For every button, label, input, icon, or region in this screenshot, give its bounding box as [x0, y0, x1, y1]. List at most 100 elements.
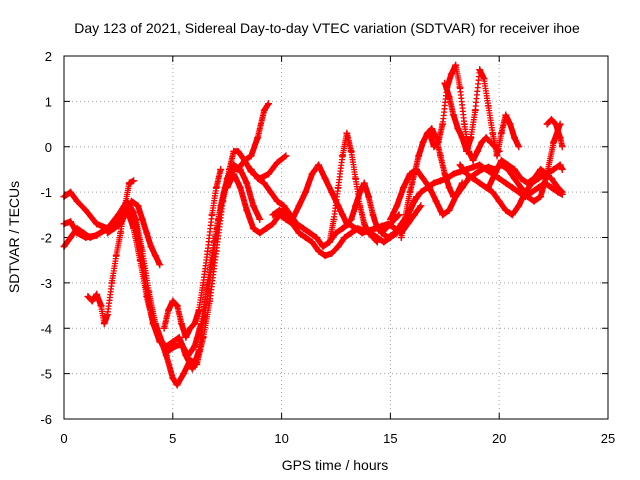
data-point	[178, 340, 186, 348]
data-point	[184, 351, 192, 359]
data-point	[537, 165, 545, 173]
data-point	[517, 184, 525, 192]
y-tick-label: -4	[40, 321, 52, 336]
x-tick-labels: 0 5 10 15 20 25	[60, 431, 615, 446]
data-point	[230, 170, 238, 178]
data-point	[217, 165, 225, 173]
data-point	[380, 238, 388, 246]
data-point	[262, 224, 270, 232]
data-point	[147, 243, 155, 251]
data-point	[236, 184, 244, 192]
data-point	[330, 215, 338, 223]
data-point	[275, 206, 283, 214]
data-point	[352, 224, 360, 232]
data-point	[84, 292, 92, 300]
data-point	[273, 159, 281, 167]
data-point	[169, 297, 177, 305]
data-point	[199, 279, 207, 287]
data-point	[358, 229, 366, 237]
data-point	[127, 197, 135, 205]
data-point	[158, 338, 166, 346]
series-track-5	[104, 197, 164, 269]
y-tick-label: 2	[45, 49, 52, 64]
data-point	[365, 193, 373, 201]
data-point	[130, 177, 138, 185]
data-point	[315, 161, 323, 169]
data-point	[430, 143, 438, 151]
data-point	[321, 175, 329, 183]
data-point	[463, 170, 471, 178]
data-point	[67, 188, 75, 196]
data-point	[88, 297, 96, 305]
data-point	[299, 224, 307, 232]
data-point	[73, 197, 81, 205]
data-point	[550, 138, 558, 146]
data-point	[328, 188, 336, 196]
data-point	[469, 156, 477, 164]
x-tick-label: 15	[383, 431, 397, 446]
data-point	[523, 179, 531, 187]
data-point	[558, 143, 566, 151]
data-point	[315, 247, 323, 255]
data-point	[73, 224, 81, 232]
data-point	[164, 347, 172, 355]
data-point	[547, 116, 555, 124]
data-point	[482, 134, 490, 142]
data-point	[463, 147, 471, 155]
data-point	[241, 156, 249, 164]
data-point	[378, 229, 386, 237]
data-point	[426, 184, 434, 192]
data-point	[445, 184, 453, 192]
x-axis-label: GPS time / hours	[282, 457, 389, 473]
data-point	[164, 306, 172, 314]
data-point	[212, 184, 220, 192]
data-point	[502, 206, 510, 214]
data-point	[138, 247, 146, 255]
data-point	[386, 215, 394, 223]
data-point	[552, 120, 560, 128]
data-point	[267, 188, 275, 196]
y-axis-label: SDTVAR / TECUs	[6, 181, 22, 293]
data-point	[347, 215, 355, 223]
data-point	[495, 197, 503, 205]
data-point	[404, 220, 412, 228]
data-point	[138, 215, 146, 223]
data-point	[347, 229, 355, 237]
data-point	[439, 120, 447, 128]
data-point	[478, 165, 486, 173]
data-point	[343, 220, 351, 228]
data-point	[471, 106, 479, 114]
data-point	[402, 211, 410, 219]
y-tick-label: 0	[45, 140, 52, 155]
data-point	[554, 184, 562, 192]
data-point	[265, 170, 273, 178]
data-point	[530, 197, 538, 205]
data-point	[484, 184, 492, 192]
data-point	[169, 374, 177, 382]
data-point	[249, 224, 257, 232]
data-point	[217, 202, 225, 210]
data-point	[384, 234, 392, 241]
data-point	[510, 165, 518, 173]
data-point	[151, 252, 159, 260]
data-point	[406, 188, 414, 196]
data-point	[504, 161, 512, 169]
x-tick-label: 5	[169, 431, 176, 446]
data-point	[132, 215, 140, 223]
data-point	[441, 170, 449, 178]
data-point	[280, 202, 288, 210]
data-point	[197, 320, 205, 328]
data-point	[430, 179, 438, 187]
data-point	[556, 134, 564, 142]
data-point	[256, 229, 264, 237]
data-point	[410, 197, 418, 205]
data-point	[510, 175, 518, 183]
data-point	[269, 220, 277, 228]
data-point	[441, 79, 449, 87]
data-point	[143, 229, 151, 237]
data-point	[156, 261, 164, 269]
x-tick-label: 25	[601, 431, 615, 446]
data-point	[295, 202, 303, 210]
data-point	[282, 215, 290, 223]
